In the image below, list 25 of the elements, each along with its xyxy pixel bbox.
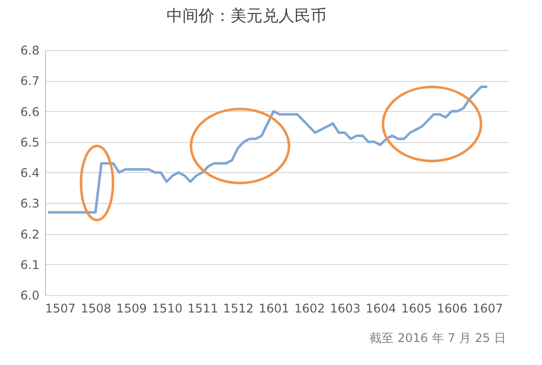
x-tick-label: 1607	[472, 302, 503, 316]
x-tick-label: 1606	[436, 302, 468, 316]
y-tick-label: 6.2	[20, 227, 40, 242]
x-tick-label: 1508	[80, 302, 112, 316]
y-tick-label: 6.1	[20, 258, 40, 272]
line-series	[46, 86, 488, 214]
y-tick-label: 6.4	[20, 166, 40, 180]
chart-title: 中间价：美元兑人民币	[166, 6, 326, 25]
x-tick-label: 1509	[116, 302, 147, 316]
y-tick-label: 6.3	[20, 196, 40, 211]
x-tick-label: 1602	[294, 302, 325, 316]
y-tick-label: 6.8	[20, 44, 40, 58]
x-tick-label: 1507	[45, 302, 76, 316]
text: 截至 2016 年 7 月 25 日	[370, 330, 506, 347]
y-tick-label: 6.6	[20, 104, 40, 119]
y-tick-label: 6.7	[20, 74, 40, 88]
x-tick-label: 1605	[401, 302, 432, 316]
y-tick-label: 6.0	[20, 288, 40, 302]
x-tick-label: 1511	[188, 302, 218, 316]
x-tick-label: 1604	[366, 302, 396, 316]
y-tick-label: 6.5	[20, 135, 40, 150]
x-tick-label: 1601	[258, 302, 290, 316]
x-tick-label: 1510	[152, 302, 182, 316]
x-tick-label: 1512	[223, 302, 254, 316]
x-tick-label: 1603	[330, 302, 361, 316]
